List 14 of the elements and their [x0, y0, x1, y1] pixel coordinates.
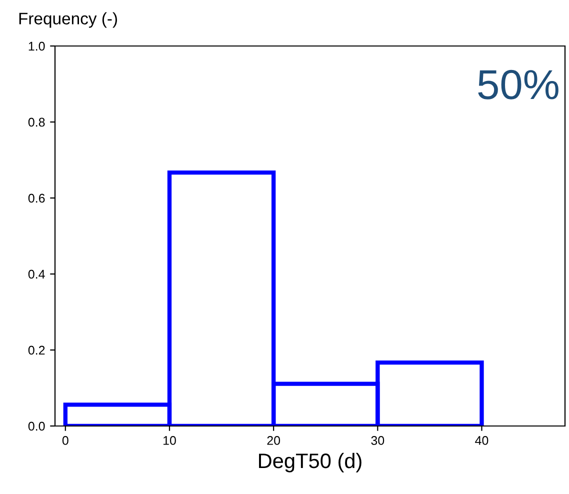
x-tick-label: 10 [163, 436, 176, 445]
y-tick-label: 0.0 [28, 422, 45, 431]
y-tick-label: 0.8 [28, 118, 45, 127]
y-tick-label: 0.2 [28, 346, 45, 355]
x-tick-label: 0 [62, 436, 68, 445]
y-tick-label: 1.0 [28, 42, 45, 51]
x-tick-label: 20 [267, 436, 280, 445]
annotation: 50% [478, 70, 558, 100]
y-tick-label: 0.6 [28, 194, 45, 203]
y-tick-label: 0.4 [28, 270, 45, 279]
x-axis-title: DegT50 (d) [259, 452, 362, 472]
x-tick-label: 30 [371, 436, 384, 445]
y-axis-title: Frequency (-) [19, 12, 117, 28]
x-tick-label: 40 [475, 436, 488, 445]
